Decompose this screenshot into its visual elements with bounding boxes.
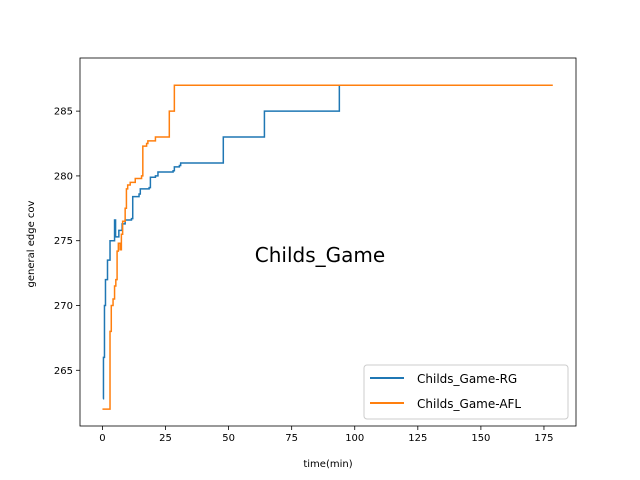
plot-area <box>79 57 577 427</box>
legend-box <box>363 364 569 420</box>
x-tick-label: 50 <box>222 433 235 444</box>
legend-label-afl: Childs_Game-AFL <box>417 397 521 411</box>
series-line-0 <box>102 84 496 400</box>
y-tick-label: 270 <box>54 301 73 312</box>
chart-annotation: Childs_Game <box>255 243 385 267</box>
y-tick-label: 265 <box>54 366 73 377</box>
series-line-1 <box>102 84 553 410</box>
y-tick-label: 280 <box>54 171 73 182</box>
legend: Childs_Game-RG Childs_Game-AFL <box>363 364 569 420</box>
x-tick-label: 100 <box>345 433 364 444</box>
x-tick-label: 150 <box>471 433 490 444</box>
x-tick-label: 0 <box>99 433 105 444</box>
axis-ticks: 0 25 50 75 100 125 150 175 265 270 275 280 285 <box>54 107 554 444</box>
x-tick-label: 125 <box>408 433 427 444</box>
y-tick-label: 275 <box>54 236 73 247</box>
axes-frame <box>79 57 577 427</box>
x-tick-label: 25 <box>159 433 172 444</box>
legend-label-rg: Childs_Game-RG <box>417 372 517 386</box>
y-tick-label: 285 <box>54 107 73 118</box>
y-axis-label: general edge cov <box>26 200 37 287</box>
x-tick-label: 175 <box>534 433 553 444</box>
x-axis-label: time(min) <box>303 459 352 470</box>
x-tick-label: 75 <box>285 433 298 444</box>
